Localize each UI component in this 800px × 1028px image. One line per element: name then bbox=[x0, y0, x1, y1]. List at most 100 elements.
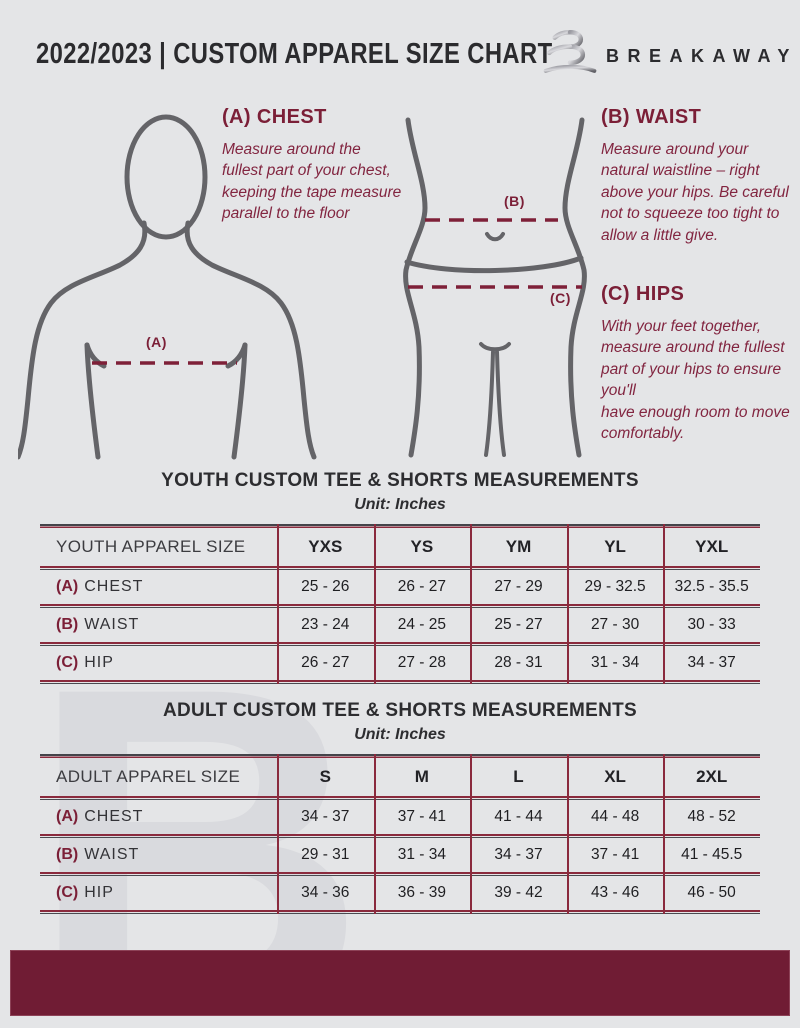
row-name: HIP bbox=[84, 884, 114, 901]
measurement-value: 34 - 37 bbox=[494, 846, 543, 863]
waist-instruction-heading: (B) WAIST bbox=[601, 106, 702, 128]
chest-instruction-body: Measure around the fullest part of your … bbox=[222, 141, 402, 223]
size-header: YS bbox=[410, 537, 434, 556]
measurement-value: 28 - 31 bbox=[494, 654, 543, 671]
table-border bbox=[40, 796, 760, 800]
column-divider bbox=[663, 524, 666, 684]
measurement-value: 31 - 34 bbox=[397, 846, 447, 863]
adult-size-column-header: ADULT APPAREL SIZE bbox=[56, 767, 241, 786]
table-border bbox=[40, 680, 760, 684]
size-header: S bbox=[319, 767, 331, 786]
measurement-value: 32.5 - 35.5 bbox=[674, 578, 749, 595]
breakaway-logo-icon bbox=[543, 29, 597, 73]
size-header: YXL bbox=[695, 537, 729, 556]
youth-table-subtitle: Unit: Inches bbox=[354, 496, 446, 513]
measurement-value: 27 - 28 bbox=[397, 654, 447, 671]
row-prefix: (A) bbox=[56, 808, 79, 825]
column-divider bbox=[470, 524, 473, 684]
waist-instruction: (B) WAIST Measure around your natural wa… bbox=[601, 106, 795, 246]
size-header: YL bbox=[604, 537, 626, 556]
measurement-value: 29 - 32.5 bbox=[584, 578, 646, 595]
table-border bbox=[40, 754, 760, 758]
hips-instruction-body: With your feet together, measure around … bbox=[601, 318, 790, 442]
size-header: YM bbox=[505, 537, 532, 556]
measurement-value: 29 - 31 bbox=[301, 846, 350, 863]
table-row-chest: (A) CHEST 34 - 37 37 - 41 41 - 44 44 - 4… bbox=[40, 800, 760, 834]
row-prefix: (C) bbox=[56, 654, 79, 671]
measurement-value: 48 - 52 bbox=[687, 808, 736, 825]
measurement-value: 26 - 27 bbox=[397, 578, 447, 595]
measurement-value: 26 - 27 bbox=[301, 654, 350, 671]
youth-size-column-header: YOUTH APPAREL SIZE bbox=[56, 537, 246, 556]
table-border bbox=[40, 834, 760, 838]
measurement-value: 41 - 45.5 bbox=[681, 846, 743, 863]
row-name: CHEST bbox=[84, 808, 144, 825]
chest-instruction: (A) CHEST Measure around the fullest par… bbox=[222, 106, 404, 225]
measurement-value: 31 - 34 bbox=[590, 654, 640, 671]
hips-instruction-heading: (C) HIPS bbox=[601, 283, 685, 305]
size-header: XL bbox=[604, 767, 626, 786]
column-divider bbox=[373, 754, 376, 914]
size-header: M bbox=[414, 767, 429, 786]
brand-name: BREAKAWAY bbox=[606, 46, 798, 66]
measurement-value: 24 - 25 bbox=[397, 616, 447, 633]
row-name: WAIST bbox=[84, 616, 140, 633]
column-divider bbox=[566, 754, 569, 914]
column-divider bbox=[663, 754, 666, 914]
measurement-value: 44 - 48 bbox=[590, 808, 640, 825]
chest-line-label: (A) bbox=[146, 334, 167, 350]
table-border bbox=[40, 604, 760, 608]
table-row-hip: (C) HIP 34 - 36 36 - 39 39 - 42 43 - 46 … bbox=[40, 876, 760, 910]
size-header: 2XL bbox=[696, 767, 728, 786]
measurement-value: 27 - 30 bbox=[590, 616, 640, 633]
table-row-hip: (C) HIP 26 - 27 27 - 28 28 - 31 31 - 34 … bbox=[40, 646, 760, 680]
chest-instruction-heading: (A) CHEST bbox=[222, 106, 327, 128]
adult-size-table: ADULT APPAREL SIZE S M L XL 2XL (A) CHES… bbox=[40, 754, 760, 914]
measurement-value: 43 - 46 bbox=[590, 884, 640, 901]
hips-line-label: (C) bbox=[550, 290, 571, 306]
adult-table-title: ADULT CUSTOM TEE & SHORTS MEASUREMENTS bbox=[162, 700, 638, 721]
row-prefix: (B) bbox=[56, 846, 79, 863]
measurement-value: 41 - 44 bbox=[494, 808, 543, 825]
row-name: CHEST bbox=[84, 578, 144, 595]
youth-header-row: YOUTH APPAREL SIZE YXS YS YM YL YXL bbox=[40, 528, 760, 566]
table-row-chest: (A) CHEST 25 - 26 26 - 27 27 - 29 29 - 3… bbox=[40, 570, 760, 604]
row-prefix: (A) bbox=[56, 578, 79, 595]
footer-bar bbox=[10, 950, 790, 1016]
adult-header-row: ADULT APPAREL SIZE S M L XL 2XL bbox=[40, 758, 760, 796]
measurement-value: 27 - 29 bbox=[494, 578, 543, 595]
measurement-value: 23 - 24 bbox=[301, 616, 350, 633]
measurement-value: 25 - 27 bbox=[494, 616, 543, 633]
column-divider bbox=[373, 524, 376, 684]
column-divider bbox=[566, 524, 569, 684]
page-title: 2022/2023 | CUSTOM APPAREL SIZE CHART bbox=[36, 38, 553, 70]
measurement-value: 39 - 42 bbox=[494, 884, 543, 901]
adult-table-subtitle: Unit: Inches bbox=[354, 726, 446, 743]
youth-size-table: YOUTH APPAREL SIZE YXS YS YM YL YXL (A) … bbox=[40, 524, 760, 684]
measurement-value: 25 - 26 bbox=[301, 578, 350, 595]
measurement-value: 37 - 41 bbox=[590, 846, 640, 863]
table-border bbox=[40, 872, 760, 876]
row-name: HIP bbox=[84, 654, 114, 671]
waist-instruction-body: Measure around your natural waistline – … bbox=[601, 141, 789, 244]
column-divider bbox=[277, 754, 279, 914]
table-row-waist: (B) WAIST 29 - 31 31 - 34 34 - 37 37 - 4… bbox=[40, 838, 760, 872]
row-prefix: (B) bbox=[56, 616, 79, 633]
table-border bbox=[40, 642, 760, 646]
measurement-value: 34 - 36 bbox=[301, 884, 350, 901]
youth-table-title: YOUTH CUSTOM TEE & SHORTS MEASUREMENTS bbox=[161, 470, 639, 491]
hips-instruction: (C) HIPS With your feet together, measur… bbox=[601, 283, 795, 444]
measurement-value: 30 - 33 bbox=[687, 616, 736, 633]
measurement-value: 34 - 37 bbox=[301, 808, 350, 825]
measurement-value: 34 - 37 bbox=[687, 654, 736, 671]
table-border bbox=[40, 566, 760, 570]
measurement-value: 37 - 41 bbox=[397, 808, 447, 825]
size-header: L bbox=[513, 767, 524, 786]
upper-body-figure bbox=[18, 114, 317, 460]
column-divider bbox=[470, 754, 473, 914]
waist-line-label: (B) bbox=[504, 193, 525, 209]
column-divider bbox=[277, 524, 279, 684]
size-header: YXS bbox=[308, 537, 343, 556]
row-prefix: (C) bbox=[56, 884, 79, 901]
